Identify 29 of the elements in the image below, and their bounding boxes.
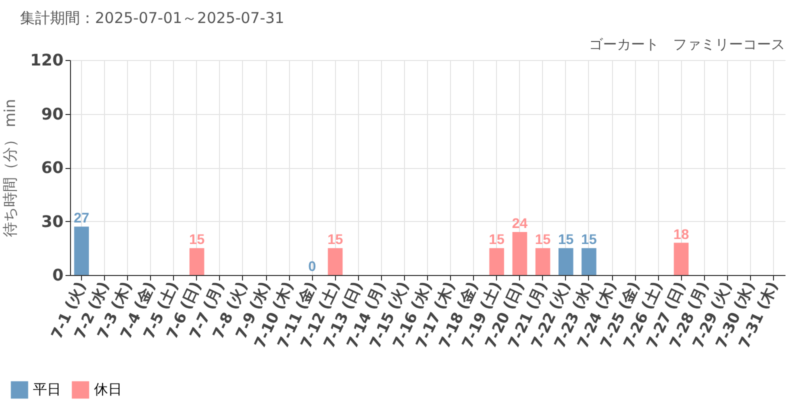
y-axis-title: 待ち時間（分） min [1, 98, 20, 238]
data-label: 15 [189, 231, 205, 248]
data-label: 24 [512, 215, 528, 231]
y-tick-label: 120 [30, 50, 64, 70]
bar [535, 248, 550, 275]
data-label: 15 [558, 231, 574, 248]
bar [512, 232, 528, 275]
bar [582, 248, 596, 275]
bar [328, 248, 343, 275]
data-label: 15 [581, 231, 597, 248]
data-label: 18 [673, 226, 690, 242]
data-label: 15 [327, 231, 344, 248]
bar [489, 248, 504, 275]
legend-label: 休日 [94, 382, 122, 398]
chart-subtitle: ゴーカート ファミリーコース [589, 37, 785, 53]
bar [674, 242, 689, 275]
bar [558, 248, 574, 275]
bar [74, 226, 89, 275]
chart-title: 集計期間：2025-07-01～2025-07-31 [20, 9, 284, 27]
data-label: 15 [488, 231, 505, 248]
y-tick-label: 30 [41, 212, 64, 231]
data-label: 27 [74, 210, 90, 226]
legend-label: 平日 [33, 382, 61, 398]
y-tick-label: 0 [52, 266, 64, 284]
y-tick-label: 90 [41, 104, 64, 124]
data-label: 15 [535, 231, 551, 248]
bar [189, 248, 204, 275]
y-tick-label: 60 [41, 158, 64, 177]
data-label: 0 [308, 258, 316, 274]
